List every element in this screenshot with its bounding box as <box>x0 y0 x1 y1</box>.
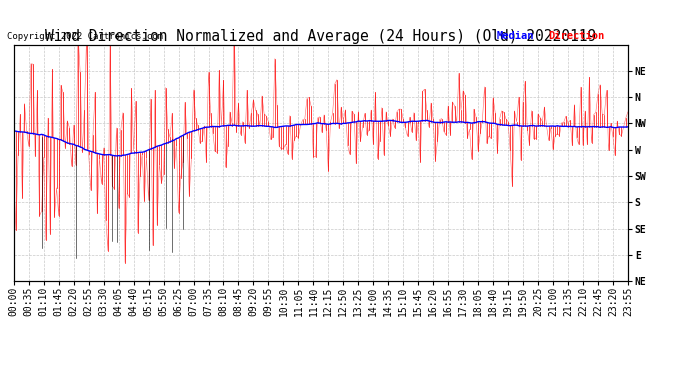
Text: Copyright 2022 Cartronics.com: Copyright 2022 Cartronics.com <box>7 32 163 41</box>
Text: Median: Median <box>497 32 534 41</box>
Title: Wind Direction Normalized and Average (24 Hours) (Old) 20220119: Wind Direction Normalized and Average (2… <box>46 29 596 44</box>
Text: Direction: Direction <box>549 32 605 41</box>
